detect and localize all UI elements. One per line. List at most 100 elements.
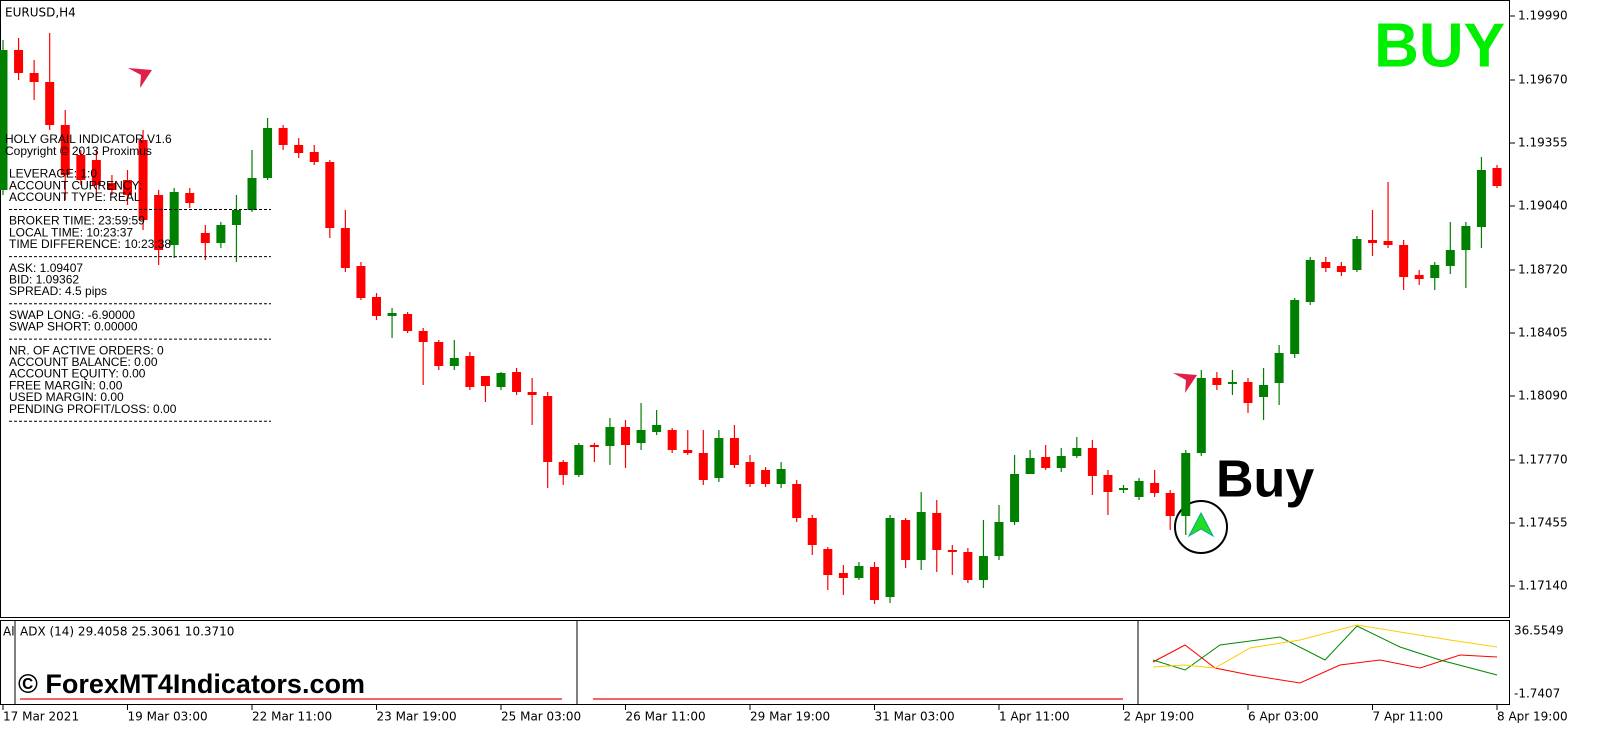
candle-body (496, 373, 506, 387)
candle-body (745, 462, 755, 484)
adx-line (1152, 624, 1498, 669)
candle-body (978, 556, 988, 580)
candle-body (465, 356, 475, 387)
candle-body (761, 470, 771, 484)
x-tick-label: 23 Mar 19:00 (377, 710, 457, 724)
watermark: © ForexMT4Indicators.com (18, 669, 365, 699)
candle-body (1025, 458, 1035, 474)
candle-body (325, 162, 335, 228)
candle-body (621, 427, 630, 445)
x-tick-label: 1 Apr 11:00 (999, 710, 1070, 724)
candle-body (200, 233, 210, 243)
candle-body (1259, 385, 1269, 397)
x-tick-label: 25 Mar 03:00 (501, 710, 581, 724)
candle-body (589, 445, 599, 447)
candle-body (807, 518, 817, 545)
candle-body (1383, 241, 1393, 245)
candle-body (652, 425, 662, 432)
candle-body (823, 549, 833, 575)
candle-body (403, 314, 413, 331)
candle-body (1492, 168, 1502, 186)
candle-body (480, 376, 490, 386)
candle-body (963, 552, 973, 580)
candle-body (1165, 493, 1175, 516)
candle-body (870, 567, 879, 600)
candle-body (574, 445, 584, 475)
x-tick-label: 31 Mar 03:00 (875, 710, 955, 724)
sub-scale-top: 36.5549 (1514, 624, 1564, 638)
candle-body (1476, 170, 1486, 227)
info-line: Copyright © 2013 Proximus (5, 144, 152, 158)
candle-body (185, 193, 195, 203)
signal: BUY (1374, 11, 1505, 80)
candle-body (1227, 382, 1237, 384)
candle-body (1196, 378, 1206, 453)
candle-body (683, 450, 693, 453)
candle-body (29, 73, 39, 82)
x-tick-label: 8 Apr 19:00 (1497, 710, 1568, 724)
adx-line (1152, 644, 1498, 684)
info-line: USED MARGIN: 0.00 (9, 390, 124, 404)
info-line: BID: 1.09362 (9, 272, 79, 286)
x-tick-label: 2 Apr 19:00 (1124, 710, 1195, 724)
candle-body (169, 192, 179, 245)
candle-body (14, 50, 24, 73)
candle-body (247, 178, 257, 210)
candle-body (1243, 382, 1253, 403)
y-tick-label: 1.17770 (1518, 453, 1568, 467)
main-pane (0, 0, 1510, 618)
candle-body (123, 180, 132, 195)
y-tick-label: 1.18090 (1518, 389, 1568, 403)
candle-body (91, 160, 101, 185)
candle-body (1010, 474, 1020, 522)
candle-body (698, 453, 708, 480)
candle-body (854, 566, 864, 578)
info-line: ACCOUNT EQUITY: 0.00 (9, 367, 146, 381)
candle-body (558, 462, 568, 475)
x-tick-label: 29 Mar 19:00 (750, 710, 830, 724)
candle-body (1445, 250, 1455, 266)
y-tick-label: 1.19670 (1518, 73, 1568, 87)
candle-body (449, 358, 459, 366)
candle-body (1181, 453, 1191, 516)
candle-body (512, 372, 522, 392)
candle-body (1072, 448, 1082, 456)
candle-body (1305, 260, 1315, 302)
y-tick-label: 1.19355 (1518, 136, 1568, 150)
candle-body (278, 128, 288, 145)
candle-body (1087, 448, 1097, 476)
candle-body (60, 125, 70, 175)
candle-body (418, 331, 428, 342)
candle-body (1352, 239, 1362, 270)
info-line: PENDING PROFIT/LOSS: 0.00 (9, 402, 177, 416)
candle-body (776, 469, 786, 484)
candle-body (1119, 488, 1128, 490)
sell-arrow (1173, 373, 1197, 393)
candle-body (107, 183, 117, 190)
info-line: SWAP SHORT: 0.00000 (9, 320, 138, 334)
info-line: LEVERAGE: 1:0 (9, 167, 97, 181)
y-tick-label: 1.18720 (1518, 263, 1568, 277)
info-line: TIME DIFFERENCE: 10:23:38 (9, 237, 171, 251)
candle-body (543, 396, 553, 462)
sub-pane (0, 620, 1510, 705)
candle-body (138, 140, 148, 220)
candle-body (263, 128, 273, 178)
candle-body (792, 484, 802, 518)
info-line: ACCOUNT CURRENCY: (9, 178, 142, 192)
x-tick-label: 22 Mar 11:00 (252, 710, 332, 724)
candle-body (729, 438, 739, 465)
x-tick-label: 17 Mar 2021 (3, 710, 79, 724)
x-tick-label: 6 Apr 03:00 (1248, 710, 1319, 724)
info-line: BROKER TIME: 23:59:59 (9, 214, 145, 228)
info-line: SWAP LONG: -6.90000 (9, 308, 135, 322)
indicator-short: Al (3, 625, 15, 639)
x-tick-label: 19 Mar 03:00 (128, 710, 208, 724)
candle-body (916, 512, 926, 560)
candle-body (356, 266, 366, 298)
y-tick-label: 1.17140 (1518, 579, 1568, 593)
candle-body (1321, 262, 1331, 268)
y-tick-label: 1.18405 (1518, 326, 1568, 340)
candle-body (154, 195, 164, 250)
